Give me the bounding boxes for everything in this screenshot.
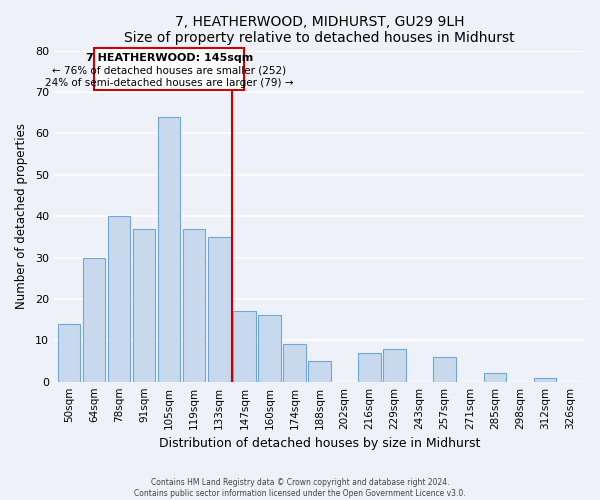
Bar — [358, 352, 381, 382]
Text: Contains HM Land Registry data © Crown copyright and database right 2024.
Contai: Contains HM Land Registry data © Crown c… — [134, 478, 466, 498]
Bar — [183, 228, 205, 382]
Bar — [133, 228, 155, 382]
Bar — [283, 344, 305, 382]
Title: 7, HEATHERWOOD, MIDHURST, GU29 9LH
Size of property relative to detached houses : 7, HEATHERWOOD, MIDHURST, GU29 9LH Size … — [124, 15, 515, 45]
Bar — [58, 324, 80, 382]
Bar — [158, 117, 181, 382]
Text: 24% of semi-detached houses are larger (79) →: 24% of semi-detached houses are larger (… — [45, 78, 293, 88]
Y-axis label: Number of detached properties: Number of detached properties — [15, 123, 28, 309]
X-axis label: Distribution of detached houses by size in Midhurst: Distribution of detached houses by size … — [159, 437, 480, 450]
FancyBboxPatch shape — [94, 48, 244, 90]
Bar — [83, 258, 105, 382]
Bar — [233, 312, 256, 382]
Bar — [308, 361, 331, 382]
Bar — [208, 237, 230, 382]
Bar — [383, 348, 406, 382]
Bar — [433, 357, 456, 382]
Text: ← 76% of detached houses are smaller (252): ← 76% of detached houses are smaller (25… — [52, 66, 286, 76]
Bar — [484, 374, 506, 382]
Text: 7 HEATHERWOOD: 145sqm: 7 HEATHERWOOD: 145sqm — [86, 52, 253, 62]
Bar — [108, 216, 130, 382]
Bar — [533, 378, 556, 382]
Bar — [258, 316, 281, 382]
